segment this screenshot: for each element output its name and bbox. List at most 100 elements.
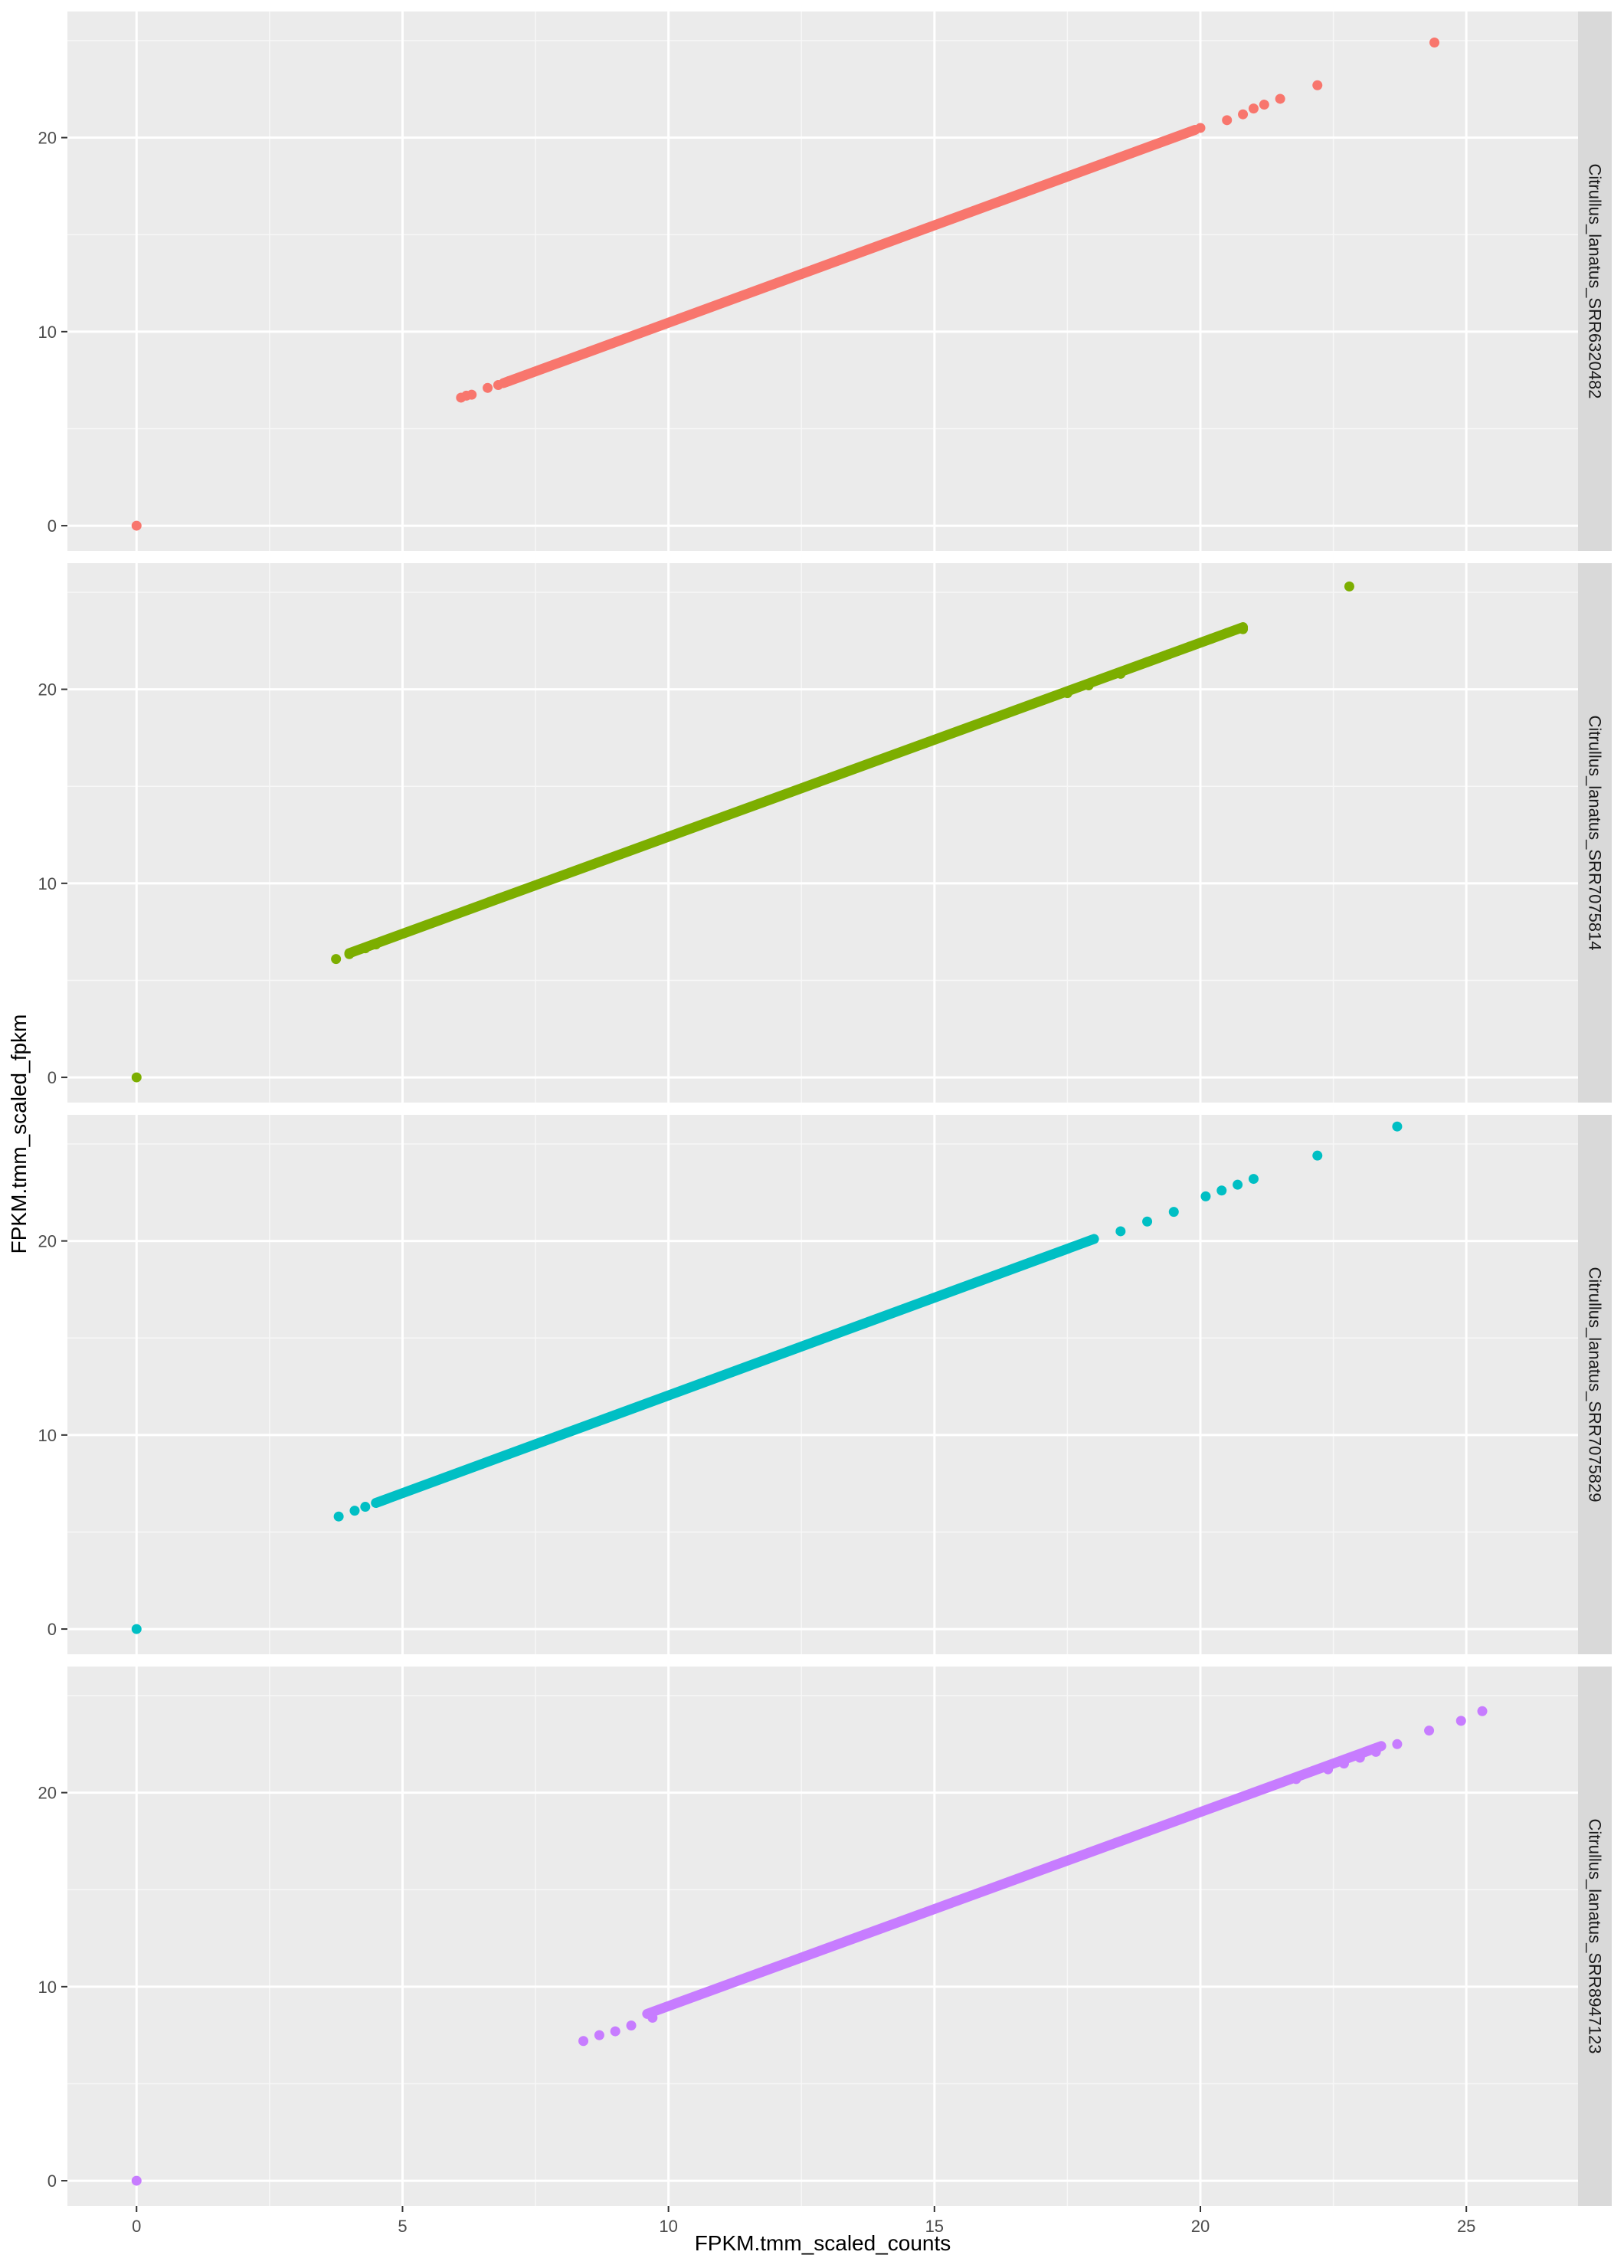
facet-panel: 0 10 20 Citrullus_lanatus_SRR6320482 [38,11,1612,551]
data-point [349,1506,360,1516]
data-point [1424,1726,1435,1736]
x-axis-title: FPKM.tmm_scaled_counts [695,2231,951,2255]
data-point [131,1072,142,1083]
data-point [1238,624,1249,634]
data-point [331,954,342,965]
data-point [594,2030,604,2040]
data-point [360,1502,371,1513]
data-point [519,370,530,381]
panel-background [67,563,1578,1103]
data-point [503,375,514,386]
data-point [1115,1226,1126,1237]
data-point [1344,581,1354,592]
data-point [1083,680,1094,691]
data-point [483,382,493,393]
panel-background [67,11,1578,551]
data-point [1312,1150,1323,1161]
data-point [610,2026,620,2037]
data-point [1233,1179,1243,1190]
x-tick-label: 15 [925,2217,944,2236]
y-tick-label: 20 [38,680,57,700]
facet-strip-label: Citrullus_lanatus_SRR7075814 [1586,716,1605,951]
data-point [1429,38,1440,48]
data-point [1062,688,1072,699]
facet-strip [1578,11,1612,551]
data-point [1248,1174,1259,1185]
data-point [1168,1207,1179,1218]
x-tick-label: 0 [132,2217,141,2236]
data-point [1142,657,1153,667]
y-axis-title: FPKM.tmm_scaled_fpkm [7,1014,31,1254]
data-point [1259,100,1269,110]
data-point [1115,668,1126,679]
data-point [131,2175,142,2186]
y-tick-label: 0 [47,2171,57,2191]
x-axis: 0 5 10 15 20 25 [132,2206,1475,2236]
data-point [1248,1788,1259,1798]
data-point [626,2020,637,2030]
y-tick-label: 20 [38,1232,57,1251]
data-point [493,379,503,390]
panel-background [67,1667,1578,2206]
y-tick-label: 20 [38,1784,57,1803]
data-point [578,2036,589,2047]
y-tick-label: 10 [38,874,57,893]
data-point [1338,1758,1349,1769]
x-tick-label: 20 [1191,2217,1210,2236]
data-point [376,1496,387,1506]
data-point [344,949,355,959]
data-point [1200,1191,1211,1201]
facet-panels: 0 10 20 Citrullus_lanatus_SRR6320482 0 10 20 Ci… [38,11,1612,2206]
x-tick-label: 25 [1457,2217,1475,2236]
data-point [1275,93,1285,104]
panel-background [67,1115,1578,1654]
data-point [1206,634,1216,644]
x-tick-label: 10 [659,2217,677,2236]
data-point [1477,1706,1488,1716]
y-tick-label: 0 [47,516,57,536]
data-point [1370,1746,1381,1757]
data-point [1323,1764,1334,1775]
data-point [1238,109,1249,120]
data-point [1455,1716,1466,1726]
facet-panel: 0 10 20 Citrullus_lanatus_SRR7075829 [38,1115,1612,1654]
y-tick-label: 0 [47,1620,57,1639]
data-point [1142,1216,1153,1227]
data-point [131,1624,142,1634]
y-tick-label: 20 [38,129,57,148]
y-tick-label: 0 [47,1068,57,1087]
data-point [333,1511,344,1522]
facet-strip-label: Citrullus_lanatus_SRR8947123 [1586,1819,1605,2054]
data-point [467,389,477,400]
data-band [371,1234,1099,1508]
facet-strip-label: Citrullus_lanatus_SRR7075829 [1586,1267,1605,1503]
data-point [1163,649,1174,660]
data-point [131,520,142,531]
data-point [1392,1121,1403,1132]
data-point [1184,641,1195,652]
data-band [642,1741,1387,2019]
data-point [1248,103,1259,114]
facet-panel: 0 10 20 Citrullus_lanatus_SRR7075814 [38,563,1612,1103]
facet-strip [1578,563,1612,1103]
data-point [1195,123,1206,133]
data-point [1216,1185,1227,1196]
y-tick-label: 10 [38,323,57,342]
facet-strip [1578,1667,1612,2206]
y-tick-label: 10 [38,1426,57,1445]
data-point [1354,1752,1365,1763]
data-point [1291,1774,1301,1785]
data-point [1392,1739,1403,1749]
data-point [371,939,381,950]
data-band [498,124,1200,388]
facet-strip-label: Citrullus_lanatus_SRR6320482 [1586,164,1605,399]
data-point [1222,115,1233,126]
data-point [1222,628,1233,638]
y-tick-label: 10 [38,1978,57,1997]
facet-panel: 0 10 20 Citrullus_lanatus_SRR8947123 [38,1667,1612,2206]
x-tick-label: 5 [398,2217,407,2236]
data-point [1312,80,1323,90]
data-point [647,2012,658,2023]
facet-strip [1578,1115,1612,1654]
